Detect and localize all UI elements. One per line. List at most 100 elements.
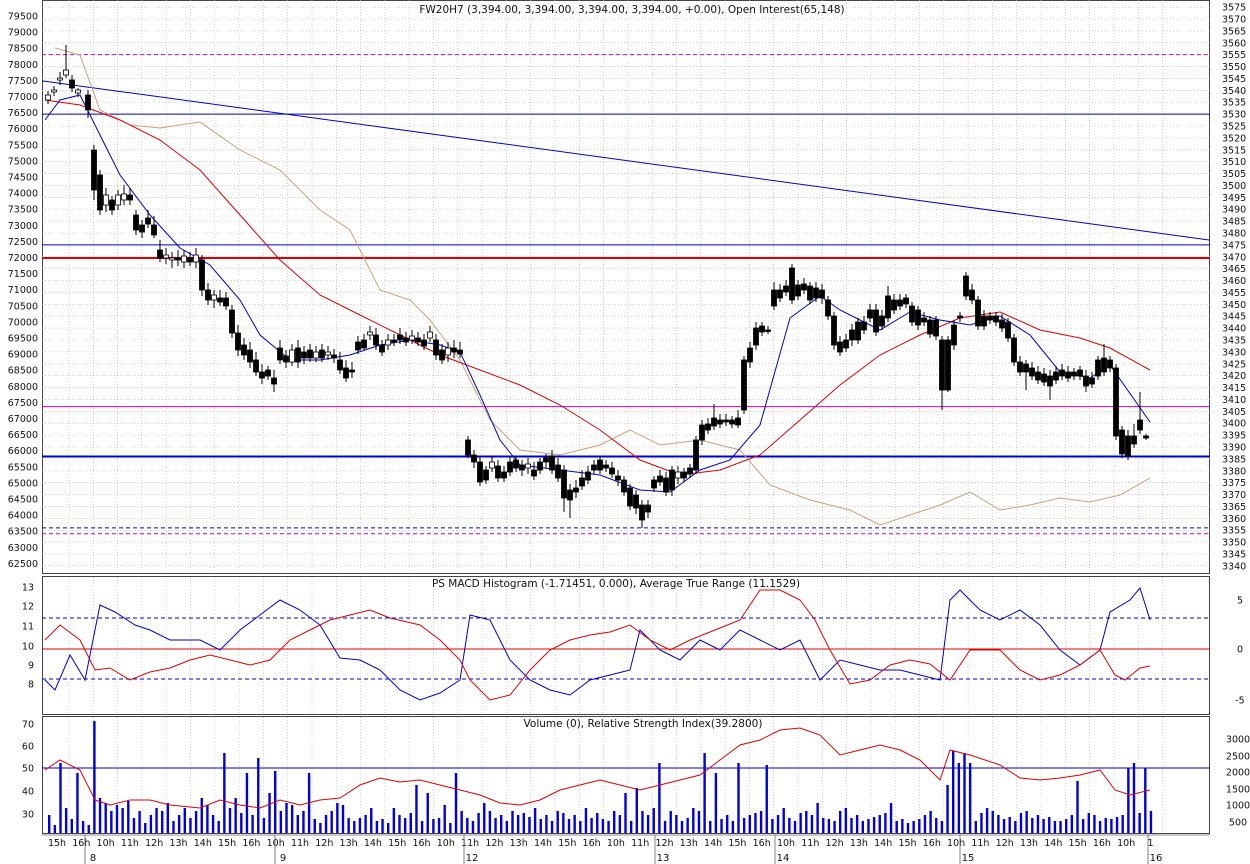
volume-bar [793,821,797,833]
candle-down-body [903,297,909,305]
left-axis-tick: 67000 [8,414,38,425]
volume-bar [968,763,972,833]
candle-down-body [783,285,789,293]
volume-bar [302,811,305,833]
hour-label: 15h [388,838,406,849]
candle-down-body [343,367,349,379]
candle-down-body [391,339,397,343]
volume-bar [144,823,147,833]
volume-bar [1014,821,1017,833]
candle-down-body [403,337,409,343]
volume-bar [754,813,757,833]
volume-bar [635,788,638,833]
right-axis-tick: 3525 [1222,122,1246,133]
hour-label: 12h [485,838,503,849]
left-axis-tick: 65500 [8,462,38,473]
long-moving-average-line [44,99,1151,476]
price-levels [42,54,1210,535]
candle-down-body [615,475,621,481]
left-axis-tick: 79000 [8,28,38,39]
volume-bar [935,818,938,833]
volume-right-tick: 2500 [1226,752,1250,763]
volume-bar [663,821,667,833]
candle-down-body [1119,429,1125,455]
left-axis-tick: 78000 [8,60,38,71]
volume-bar [562,813,565,833]
candle-down-body [795,284,801,297]
candle-down-body [1035,371,1041,381]
candle-down-body [537,461,543,471]
left-axis-tick: 63500 [8,527,38,538]
volume-bar [1065,819,1068,833]
volume-bar [132,818,136,833]
volume-bar [370,808,373,833]
volume-bar [675,815,678,833]
hour-label: 15h [558,838,576,849]
left-axis-tick: 67500 [8,398,38,409]
volume-bar [1138,813,1141,833]
volume-bar [545,815,548,833]
left-axis-tick: 75000 [8,156,38,167]
candle-down-body [151,224,157,236]
candle-up-body [325,351,331,356]
right-axis-tick: 3415 [1222,383,1246,394]
candle-down-body [1095,359,1101,377]
candle-up-body [367,331,373,336]
left-axis-tick: 69500 [8,334,38,345]
volume-bar [228,808,232,833]
left-axis-tick: 73500 [8,205,38,216]
volume-bar [878,815,881,833]
candle-down-body [235,332,241,351]
volume-bar [1036,815,1040,833]
hour-label: 14h [704,838,722,849]
volume-right-tick: 2000 [1226,768,1250,779]
candle-down-body [681,471,687,479]
volume-bar [1048,817,1051,833]
candle-down-body [807,285,813,301]
right-axis-tick: 3435 [1222,335,1246,346]
macd-left-tick: 10 [22,642,34,653]
candle-down-body [1101,357,1107,373]
left-axis-tick: 68500 [8,366,38,377]
volume-bar [963,753,966,833]
volume-bar [895,821,898,833]
candle-down-body [885,295,891,319]
candle-down-body [1125,435,1131,457]
right-axis-tick: 3530 [1222,110,1246,121]
right-axis-tick: 3360 [1222,514,1246,525]
candle-down-body [253,359,259,373]
volume-bar [946,785,949,833]
volume-bar [567,819,571,833]
candle-down-body [1005,321,1011,339]
candle-up-body [75,89,81,94]
candle-down-body [621,479,627,493]
candle-down-body [349,369,355,373]
volume-bar [884,813,887,833]
left-axis-tick: 65000 [8,478,38,489]
volume-bar [483,803,486,833]
right-axis-tick: 3560 [1222,38,1246,49]
volume-bar [437,818,441,833]
candle-down-body [705,423,711,431]
volume-bar [358,818,362,833]
volume-bar [223,753,226,833]
candle-down-body [945,339,951,391]
right-axis-tick: 3400 [1222,419,1246,430]
hour-label: 12h [655,838,673,849]
right-axis-tick: 3480 [1222,229,1246,240]
right-axis-tick: 3385 [1222,454,1246,465]
volume-bar [929,811,932,833]
right-axis-tick: 3410 [1222,395,1246,406]
candle-down-body [501,471,507,479]
left-axis-tick: 70000 [8,317,38,328]
volume-bar [799,813,802,833]
volume-bar [59,763,62,833]
candle-down-body [777,289,783,299]
right-axis-tick: 3460 [1222,276,1246,287]
candle-up-body [121,193,127,201]
candle-up-body [313,351,319,359]
candle-down-body [1053,371,1059,381]
hour-label: 13h [340,838,358,849]
volume-bar [149,815,153,833]
volume-bar [206,805,209,833]
